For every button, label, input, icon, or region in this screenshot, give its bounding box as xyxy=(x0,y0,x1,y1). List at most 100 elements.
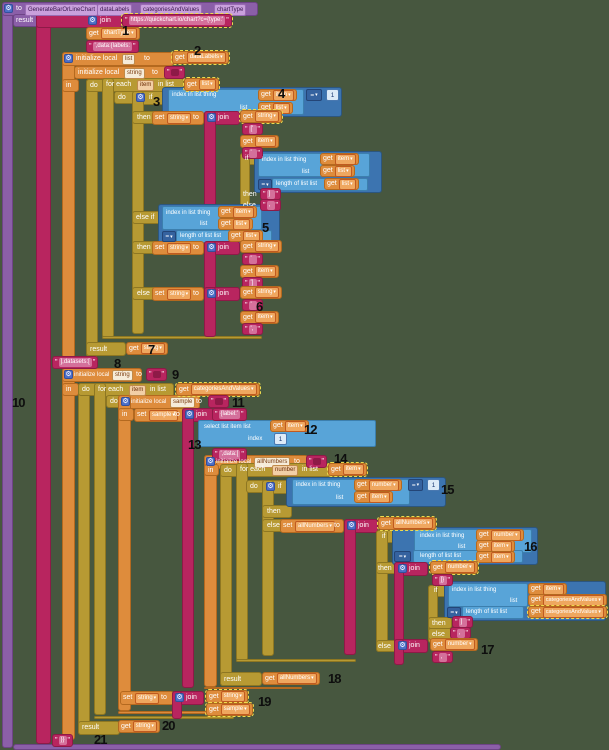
join9-spine[interactable] xyxy=(172,691,182,719)
set-string-dropdown[interactable]: string ▾ xyxy=(167,243,192,254)
datalabels-prefix-string-block[interactable]: " ',data:{labels: " xyxy=(86,40,139,53)
if-gear-icon[interactable]: ⚙ xyxy=(266,482,275,491)
join6-spine[interactable] xyxy=(344,519,356,655)
join-gear-icon[interactable]: ⚙ xyxy=(175,693,184,702)
local-gear-icon[interactable]: ⚙ xyxy=(64,370,73,379)
get-list-block[interactable]: get list ▾ xyxy=(320,165,355,177)
get-categoriesAndValues-block[interactable]: get categoriesAndValues ▾ xyxy=(175,382,261,397)
index-in-list-block-6[interactable] xyxy=(448,583,528,607)
param-dataLabels-chip[interactable]: dataLabels xyxy=(97,4,133,16)
empty-string-block[interactable]: " " xyxy=(306,455,327,468)
get-item-block[interactable]: get item ▾ xyxy=(327,462,368,477)
local-list-name-chip[interactable]: list xyxy=(122,54,136,65)
do-result1-spine[interactable] xyxy=(86,79,98,357)
local-gear-icon[interactable]: ⚙ xyxy=(206,457,215,466)
join-gear-icon[interactable]: ⚙ xyxy=(207,113,216,122)
local-allnumbers-spine[interactable] xyxy=(204,455,217,687)
get-item-block[interactable]: get item ▾ xyxy=(240,135,279,148)
loop-number-chip[interactable]: number xyxy=(272,465,299,476)
get-item-block[interactable]: get item ▾ xyxy=(320,153,359,165)
local-sample-spine[interactable] xyxy=(118,395,131,711)
procedure-gear-icon[interactable]: ⚙ xyxy=(4,4,13,13)
empty-string-block[interactable]: " " xyxy=(164,66,185,79)
get-string-block[interactable]: get string ▾ xyxy=(240,286,282,299)
loop-item-chip[interactable]: item xyxy=(129,385,147,396)
if-gear-icon[interactable]: ⚙ xyxy=(136,93,145,102)
get-categoriesAndValues-block[interactable]: get categoriesAndValues ▾ xyxy=(527,605,608,619)
open-bracket-string-block[interactable]: " [' " xyxy=(242,123,263,135)
chartType-dropdown[interactable]: chartType ▾ xyxy=(100,28,137,39)
set-string-dropdown[interactable]: string ▾ xyxy=(135,693,160,704)
local-gear-icon[interactable]: ⚙ xyxy=(121,397,130,406)
join5-spine[interactable] xyxy=(182,408,194,688)
close-bracket-string-block[interactable]: "] " xyxy=(452,616,473,628)
get-list-block[interactable]: get list ▾ xyxy=(183,77,220,92)
set-allNumbers-dropdown[interactable]: allNumbers ▾ xyxy=(295,521,335,532)
procedure-block-spine[interactable] xyxy=(2,2,13,748)
join2-spine[interactable] xyxy=(204,111,216,209)
local-datasets-spine[interactable] xyxy=(62,368,75,740)
get-item-block[interactable]: get item ▾ xyxy=(354,491,393,503)
number-1-block[interactable]: 1 xyxy=(274,433,287,445)
procedure-name-chip[interactable]: GenerateBarOrLineChart xyxy=(25,4,99,16)
local-string-name-chip[interactable]: string xyxy=(124,68,145,79)
get-list-block[interactable]: get list ▾ xyxy=(228,230,263,242)
join-gear-icon[interactable]: ⚙ xyxy=(398,641,407,650)
foreach1-spine[interactable] xyxy=(102,78,114,338)
get-item-block[interactable]: get item ▾ xyxy=(528,583,567,595)
get-item-block[interactable]: get item ▾ xyxy=(258,89,297,101)
number-1-block[interactable]: 1 xyxy=(326,89,339,101)
equals-dropdown[interactable]: = ▾ xyxy=(394,551,411,562)
equals-dropdown[interactable]: = ▾ xyxy=(408,479,423,491)
local-labels-spine[interactable] xyxy=(62,52,75,358)
join-gear-icon[interactable]: ⚙ xyxy=(185,410,194,419)
foreach3-spine[interactable] xyxy=(236,463,248,661)
quote-comma-string-block[interactable]: " ', " xyxy=(242,323,263,335)
get-list-block[interactable]: get list ▾ xyxy=(218,218,253,230)
get-string-block[interactable]: get string ▾ xyxy=(239,109,283,124)
get-number-block[interactable]: get number ▾ xyxy=(430,638,478,651)
label-open-string-block[interactable]: " {label:' " xyxy=(212,408,247,421)
set-sample-dropdown[interactable]: sample ▾ xyxy=(149,410,178,421)
data-open-string-block[interactable]: " ',data:[" xyxy=(212,448,247,461)
get-list-block[interactable]: get list ▾ xyxy=(324,178,359,190)
if5-spine[interactable] xyxy=(376,530,388,652)
local-gear-icon[interactable]: ⚙ xyxy=(64,54,73,63)
join-gear-icon[interactable]: ⚙ xyxy=(88,16,97,25)
get-number-block[interactable]: get number ▾ xyxy=(354,479,402,491)
join7-spine[interactable] xyxy=(394,562,404,646)
join4-spine[interactable] xyxy=(204,287,216,337)
get-allNumbers-block[interactable]: get allNumbers ▾ xyxy=(262,672,320,685)
number-1-block[interactable]: 1 xyxy=(427,479,440,491)
equals-dropdown[interactable]: = ▾ xyxy=(306,89,322,101)
do-result3-spine[interactable] xyxy=(220,464,232,686)
final-string-block[interactable]: "}} " xyxy=(52,734,74,747)
get-string-block[interactable]: get string ▾ xyxy=(126,342,168,355)
outer-join-spine[interactable] xyxy=(36,14,51,744)
equals-dropdown[interactable]: = ▾ xyxy=(162,231,176,242)
get-sample-block[interactable]: get sample ▾ xyxy=(205,702,254,717)
join-gear-icon[interactable]: ⚙ xyxy=(207,243,216,252)
get-string-block[interactable]: get string ▾ xyxy=(118,720,160,733)
length-of-list-block-6[interactable] xyxy=(462,606,524,619)
local-sample-name-chip[interactable]: sample xyxy=(170,397,196,408)
join-gear-icon[interactable]: ⚙ xyxy=(207,289,216,298)
join-gear-icon[interactable]: ⚙ xyxy=(347,521,356,530)
get-item-block[interactable]: get item ▾ xyxy=(270,420,309,432)
empty-string-block[interactable]: " " xyxy=(208,395,229,408)
quote-string-block[interactable]: " ' " xyxy=(242,299,263,311)
comma-string-block[interactable]: ", " xyxy=(432,651,453,663)
get-string-block[interactable]: get string ▾ xyxy=(240,240,282,253)
datasets-string-block[interactable]: "],datasets:[" xyxy=(52,356,99,369)
foreach2-spine[interactable] xyxy=(94,383,106,715)
quote-string-block[interactable]: " ' " xyxy=(242,147,263,159)
join-gear-icon[interactable]: ⚙ xyxy=(398,564,407,573)
get-chartType-block[interactable]: get chartType ▾ xyxy=(86,27,140,40)
get-item-block[interactable]: get item ▾ xyxy=(218,206,257,218)
comma-string-block[interactable]: ", " xyxy=(260,199,281,211)
get-item-block[interactable]: get item ▾ xyxy=(240,265,279,278)
quote-string-block[interactable]: " ' " xyxy=(242,253,263,265)
get-number-block[interactable]: get number ▾ xyxy=(429,560,479,575)
get-dataLabels-block[interactable]: get dataLabels ▾ xyxy=(171,50,230,65)
